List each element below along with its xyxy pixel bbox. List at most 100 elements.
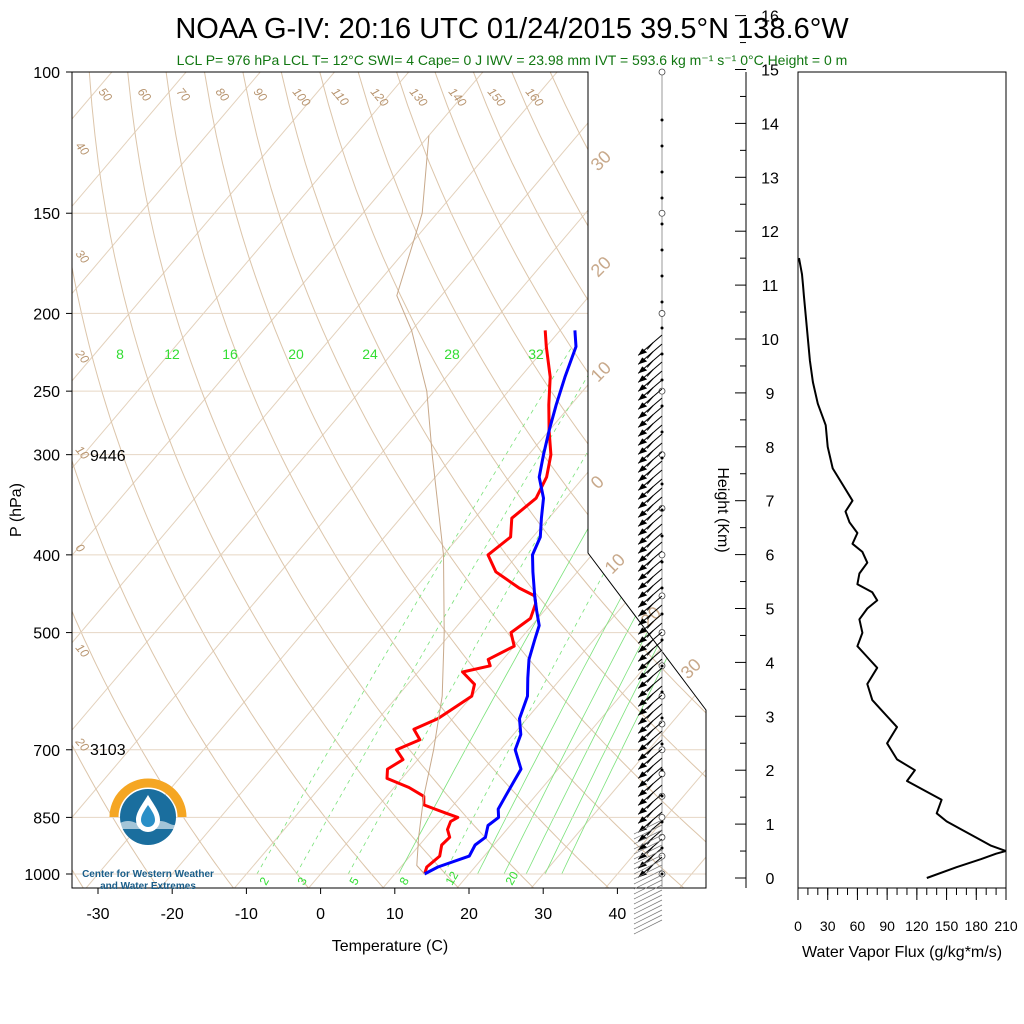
mixing-ratio-label-bottom: 20	[502, 869, 521, 888]
mixing-ratio-line	[561, 346, 706, 875]
barb-flag	[638, 564, 648, 572]
flux-tick-label: 150	[935, 918, 959, 934]
barb-flag	[638, 771, 648, 779]
flux-y-axis-label: Height (Km)	[714, 467, 731, 552]
barb-lower	[633, 904, 663, 920]
height-tick-label: 1	[766, 817, 775, 834]
barb-flag	[638, 474, 648, 482]
isotherm-label: 30	[587, 147, 615, 175]
pressure-ticks: 100 150 200 250 300 400 500 700 850 1000	[24, 65, 72, 884]
barb-feather	[646, 693, 654, 701]
barb-feather	[646, 396, 654, 404]
barb-feather	[646, 549, 654, 557]
barb-feather	[646, 387, 654, 395]
mixing-ratio-label-top: 8	[116, 346, 124, 362]
barb-dot	[660, 716, 664, 720]
barb-dot	[660, 404, 664, 408]
barb-flag	[638, 501, 648, 509]
barb-feather	[646, 666, 654, 674]
barb-feather	[646, 567, 654, 575]
barb-flag	[638, 510, 648, 518]
barb-lower	[633, 839, 663, 855]
barb-feather	[646, 342, 654, 350]
calm-circle	[658, 813, 666, 821]
height-tick-label: 10	[761, 332, 779, 349]
left-adiabat-label: 40	[73, 139, 93, 158]
barb-feather	[646, 594, 654, 602]
isotherm-line	[83, 72, 706, 888]
left-adiabat-label: 20	[72, 346, 92, 366]
barb-flag	[638, 591, 648, 599]
mixing-ratio-line	[347, 346, 651, 875]
flux-tick-label: 210	[994, 918, 1018, 934]
temperature-tick-label: 0	[316, 906, 325, 923]
barb-feather	[646, 612, 654, 620]
logo-ring	[109, 778, 187, 818]
barb-flag	[638, 798, 648, 806]
isotherm-line	[454, 72, 706, 888]
isotherm-label: 10	[587, 358, 615, 386]
barb-feather	[646, 684, 654, 692]
chart-title: NOAA G-IV: 20:16 UTC 01/24/2015 39.5°N 1…	[175, 13, 849, 45]
temperature-tick-label: 10	[386, 906, 404, 923]
isotherm-label: 20	[587, 253, 615, 281]
calm-circle	[658, 551, 666, 559]
flux-tick-label: 120	[905, 918, 929, 934]
isotherm-line	[72, 72, 292, 888]
barb-feather	[646, 432, 654, 440]
dry-adiabat-label: 100	[290, 85, 314, 110]
temperature-tick-label: 30	[534, 906, 552, 923]
mixing-ratio-label-bottom: 3	[294, 874, 310, 887]
isotherm-line	[72, 72, 218, 888]
barb-flag	[638, 465, 648, 473]
barb-flag	[638, 447, 648, 455]
height-tick-label: 14	[761, 116, 779, 133]
barb-flag	[638, 357, 648, 365]
barb-flag	[638, 717, 648, 725]
height-tick-label: 8	[766, 440, 775, 457]
barb-flag	[638, 384, 648, 392]
barb-dot	[660, 742, 664, 746]
height-tick-label: 3	[766, 709, 775, 726]
barb-feather	[646, 738, 654, 746]
isotherm-line	[72, 72, 515, 888]
barb-feather	[646, 864, 654, 872]
temperature-tick-label: -20	[161, 906, 184, 923]
isotherm-line	[751, 35, 1024, 891]
temperature-tick-label: -30	[86, 906, 109, 923]
height-tick-label: 4	[766, 655, 775, 672]
barb-dot	[660, 326, 664, 330]
pressure-tick-label: 700	[33, 743, 60, 760]
parcel-line	[396, 135, 445, 875]
dry-adiabat-line	[72, 72, 237, 888]
height-tick-label: 16	[761, 9, 779, 26]
isotherm-line	[72, 72, 367, 888]
height-tick-label: 5	[766, 602, 775, 619]
barb-feather	[646, 774, 654, 782]
barb-feather	[646, 747, 654, 755]
temperature-tick-label: -10	[235, 906, 258, 923]
barb-feather	[646, 675, 654, 683]
barb-feather	[646, 414, 654, 422]
cw3e-logo: Center for Western Weather and Water Ext…	[82, 778, 214, 892]
height-tick-label: 13	[761, 170, 779, 187]
dry-adiabat-label: 120	[368, 85, 392, 110]
height-tick-label: 6	[766, 548, 775, 565]
dry-adiabat-label: 60	[135, 85, 155, 104]
height-tick-label: 9	[766, 386, 775, 403]
barb-feather	[646, 576, 654, 584]
barb-lower	[633, 834, 663, 850]
mixing-ratio-label-bottom: 8	[396, 874, 412, 887]
dry-adiabat-line	[459, 72, 706, 888]
mixing-ratio-line	[477, 346, 706, 875]
dewpoint-line	[423, 330, 578, 876]
annotation-700: 3103	[90, 742, 126, 759]
barb-flag	[638, 411, 648, 419]
barb-lower	[633, 874, 663, 890]
height-tick-label: 2	[766, 763, 775, 780]
barb-feather	[646, 630, 654, 638]
calm-circle	[658, 770, 666, 778]
dry-adiabat-label: 150	[485, 85, 509, 110]
barb-dot	[660, 144, 664, 148]
